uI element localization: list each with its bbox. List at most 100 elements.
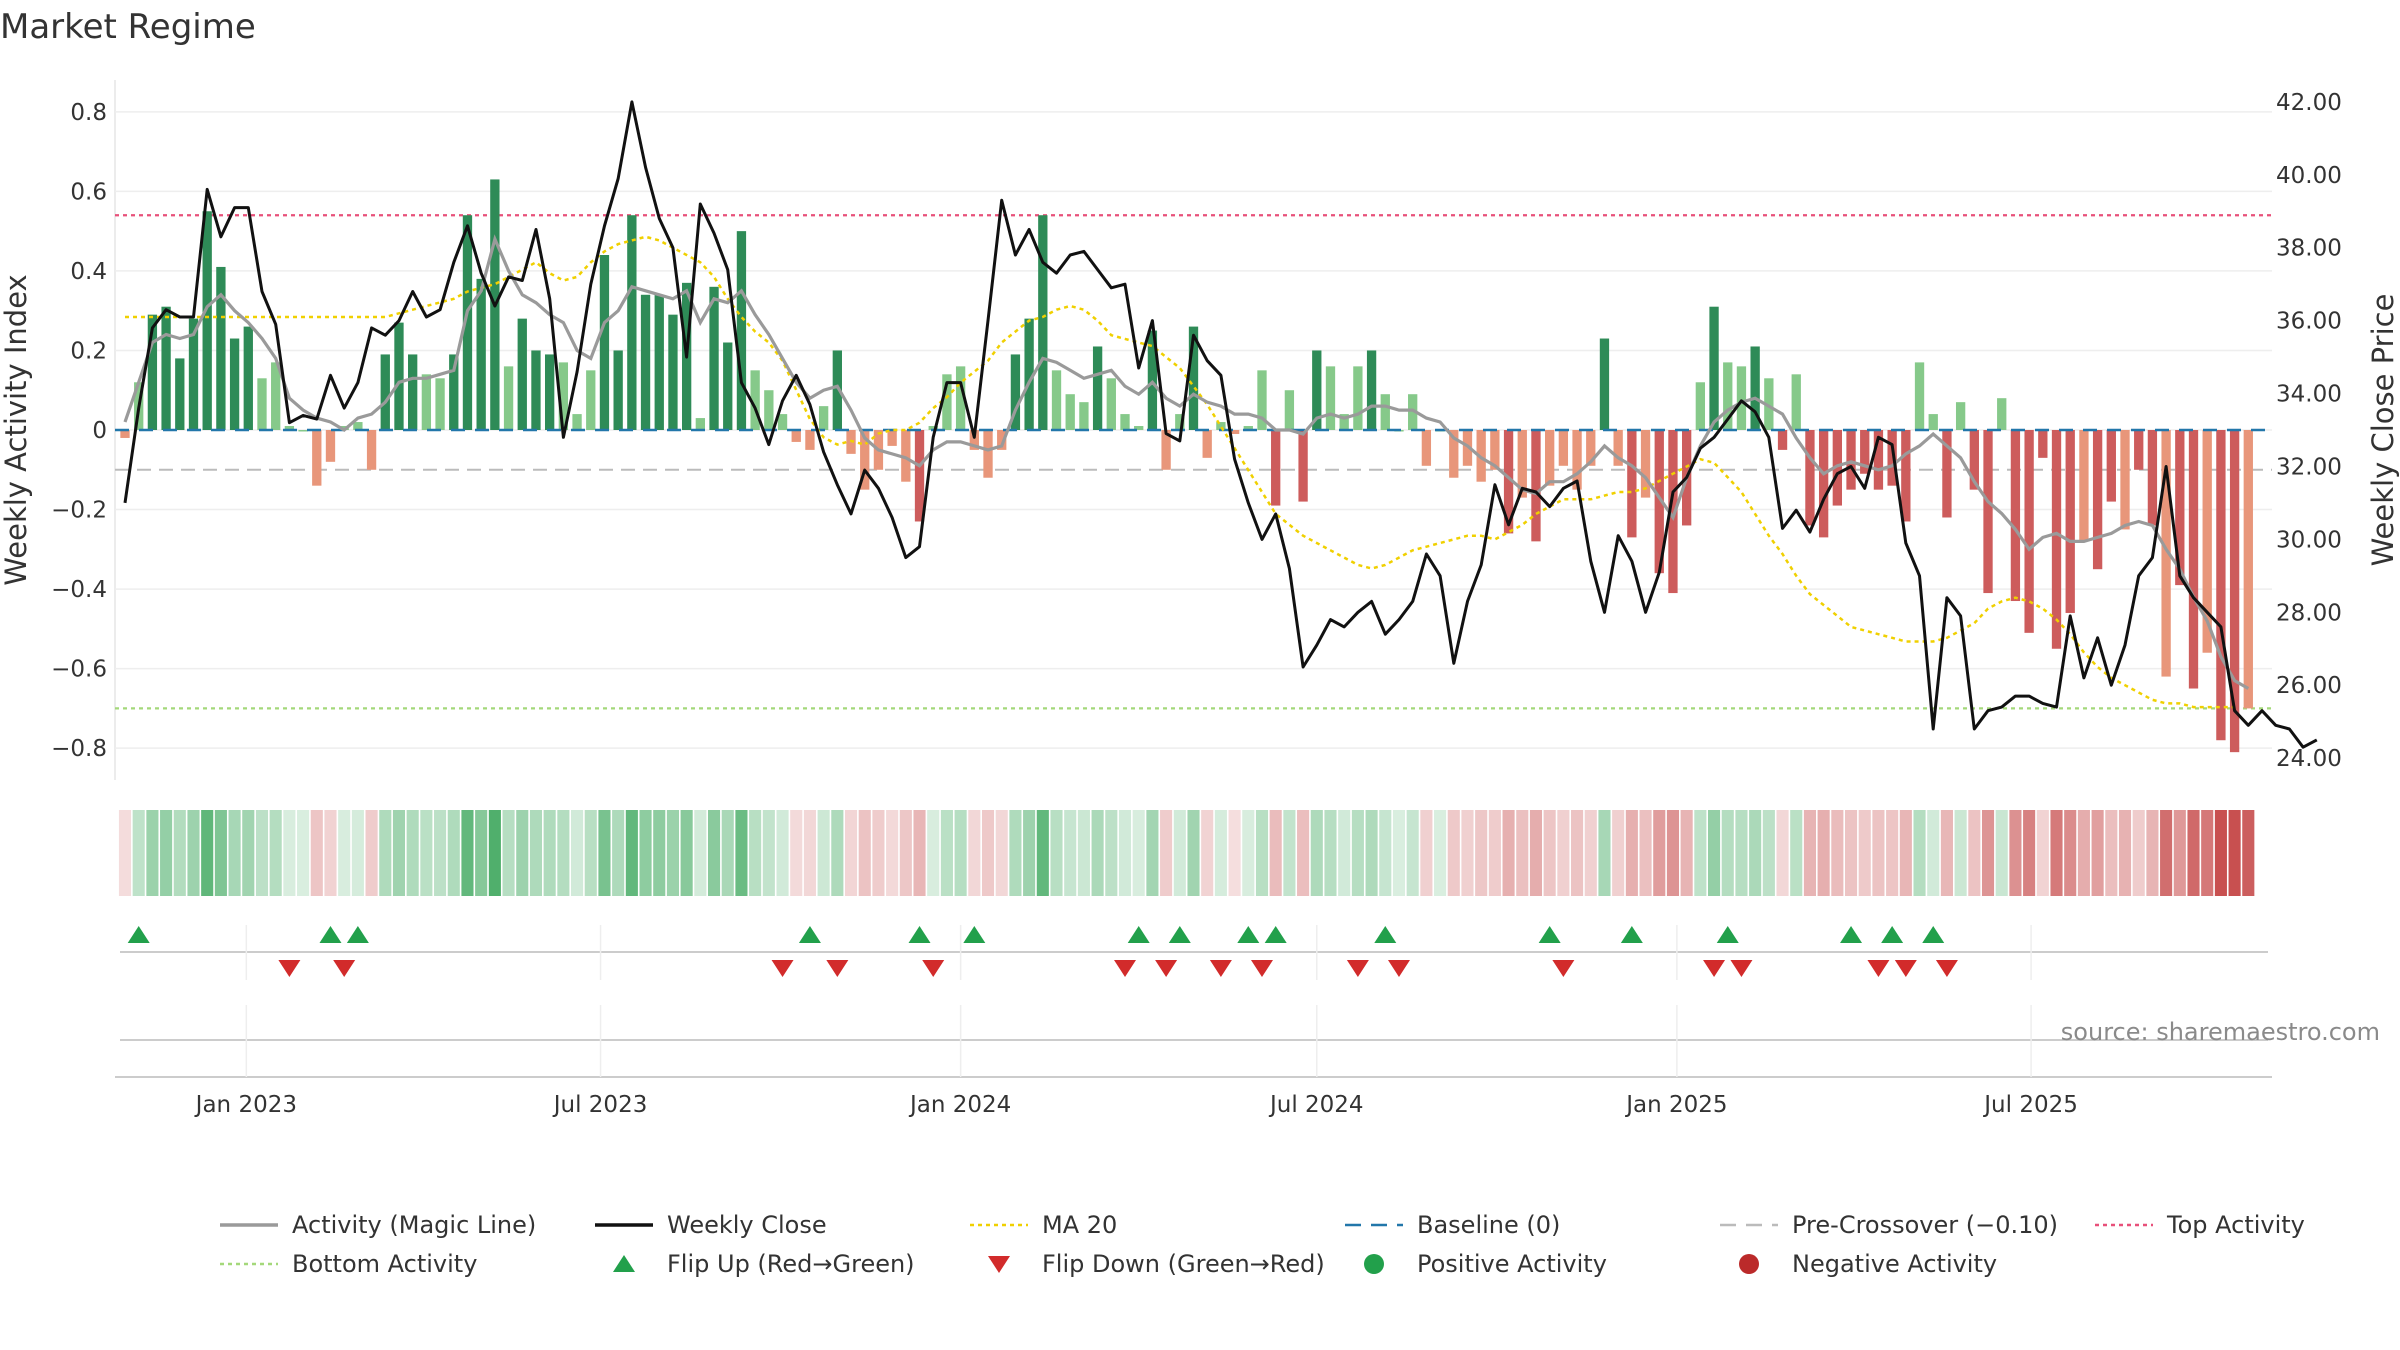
source-note: source: sharemaestro.com bbox=[2061, 1018, 2380, 1046]
strip-cell bbox=[653, 810, 666, 896]
strip-cell bbox=[475, 810, 488, 896]
strip-cell bbox=[981, 810, 995, 896]
activity-bar bbox=[928, 426, 938, 430]
strip-cell bbox=[2214, 810, 2227, 896]
left-tick-label: 0.8 bbox=[70, 100, 107, 126]
strip-cell bbox=[1516, 810, 1529, 896]
activity-bar bbox=[2065, 430, 2075, 613]
strip-cell bbox=[242, 810, 255, 896]
strip-cell bbox=[187, 810, 200, 896]
strip-cell bbox=[1297, 810, 1310, 896]
activity-bar bbox=[449, 354, 459, 430]
legend-item: Baseline (0) bbox=[1345, 1211, 1560, 1239]
strip-cell bbox=[146, 810, 159, 896]
activity-bar bbox=[709, 286, 719, 430]
strip-cell bbox=[1639, 810, 1652, 896]
strip-cell bbox=[1023, 810, 1036, 896]
activity-bar bbox=[654, 294, 664, 430]
legend-label: Activity (Magic Line) bbox=[292, 1211, 536, 1239]
activity-bar bbox=[517, 318, 527, 430]
strip-cell bbox=[1187, 810, 1200, 896]
legend-swatch bbox=[1364, 1254, 1384, 1274]
activity-bar bbox=[2051, 430, 2062, 649]
strip-cell bbox=[1995, 810, 2008, 896]
left-tick-label: 0.4 bbox=[70, 259, 107, 285]
strip-cell bbox=[461, 810, 474, 896]
activity-bar bbox=[764, 390, 774, 430]
activity-bar bbox=[284, 426, 295, 430]
flip-up-marker bbox=[1264, 926, 1287, 943]
activity-bar bbox=[353, 422, 363, 430]
activity-bar bbox=[2243, 430, 2253, 709]
strip-cell bbox=[612, 810, 625, 896]
legend-item: MA 20 bbox=[970, 1211, 1117, 1239]
activity-bar bbox=[2229, 430, 2240, 753]
activity-bar bbox=[503, 366, 514, 430]
flip-down-marker bbox=[278, 960, 301, 977]
activity-bar bbox=[1668, 430, 1678, 594]
legend-item: Activity (Magic Line) bbox=[220, 1211, 536, 1239]
weekly-close-line bbox=[123, 100, 2318, 749]
strip-cell bbox=[749, 810, 762, 896]
flip-down-marker bbox=[1703, 960, 1726, 977]
strip-cell bbox=[968, 810, 981, 896]
regime-heat-strip bbox=[118, 810, 2255, 896]
strip-cell bbox=[1502, 810, 1515, 896]
strip-cell bbox=[571, 810, 584, 896]
strip-cell bbox=[680, 810, 693, 896]
activity-bar bbox=[2202, 430, 2212, 653]
activity-bar bbox=[216, 266, 226, 430]
activity-bar bbox=[298, 430, 308, 432]
strip-cell bbox=[365, 810, 378, 896]
x-tick-label: Jul 2024 bbox=[1268, 1092, 1364, 1118]
activity-bar bbox=[2134, 430, 2144, 470]
strip-cell bbox=[598, 810, 611, 896]
legend-label: Weekly Close bbox=[667, 1211, 827, 1239]
strip-cell bbox=[1406, 810, 1419, 896]
strip-cell bbox=[1283, 810, 1296, 896]
flip-down-marker bbox=[1935, 960, 1958, 977]
strip-cell bbox=[762, 810, 775, 896]
flip-down-marker bbox=[1155, 960, 1178, 977]
activity-bar bbox=[1065, 394, 1075, 430]
flip-up-marker bbox=[1168, 926, 1191, 943]
flip-down-marker bbox=[1114, 960, 1137, 977]
strip-cell bbox=[1858, 810, 1871, 896]
activity-bar bbox=[531, 350, 541, 430]
activity-bar bbox=[1997, 398, 2007, 430]
activity-bar bbox=[1024, 318, 1034, 430]
activity-bar bbox=[983, 430, 993, 478]
legend-swatch bbox=[613, 1255, 635, 1272]
series-lines bbox=[123, 100, 2318, 749]
activity-bar bbox=[1709, 306, 1719, 430]
activity-bar bbox=[2188, 430, 2199, 689]
activity-bar bbox=[1695, 382, 1706, 430]
activity-bar bbox=[366, 430, 377, 470]
strip-cell bbox=[2064, 810, 2077, 896]
strip-cell bbox=[1132, 810, 1145, 896]
activity-bar bbox=[1873, 430, 1884, 490]
activity-bar bbox=[1572, 430, 1582, 490]
strip-cell bbox=[1571, 810, 1584, 896]
activity-bar bbox=[1517, 430, 1527, 498]
strip-cell bbox=[803, 810, 816, 896]
activity-bar bbox=[1175, 414, 1185, 430]
strip-cell bbox=[1927, 810, 1940, 896]
activity-bar bbox=[2161, 430, 2171, 677]
activity-bar bbox=[175, 358, 185, 430]
activity-bar bbox=[1846, 430, 1856, 490]
strip-cell bbox=[1201, 810, 1214, 896]
activity-bar bbox=[1764, 378, 1774, 430]
strip-cell bbox=[1036, 810, 1049, 896]
left-tick-label: −0.4 bbox=[51, 577, 107, 603]
flip-down-marker bbox=[922, 960, 945, 977]
strip-cell bbox=[1557, 810, 1570, 896]
right-tick-label: 38.00 bbox=[2276, 236, 2342, 262]
strip-cell bbox=[639, 810, 652, 896]
activity-bar bbox=[1599, 338, 1610, 430]
strip-cell bbox=[844, 810, 858, 896]
strip-cell bbox=[1310, 810, 1323, 896]
strip-cell bbox=[2173, 810, 2186, 896]
activity-bar bbox=[558, 362, 569, 430]
